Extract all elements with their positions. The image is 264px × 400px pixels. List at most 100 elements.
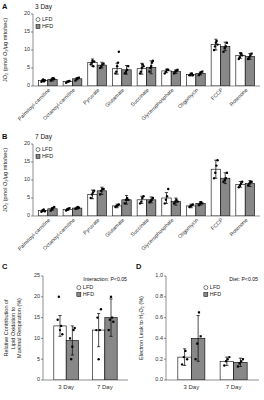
x-tick-label: 3 Day bbox=[184, 384, 200, 390]
panel-label: D bbox=[136, 262, 142, 271]
dot bbox=[251, 53, 253, 55]
bar bbox=[236, 55, 245, 86]
dot bbox=[93, 190, 95, 192]
bar bbox=[171, 72, 180, 86]
x-tick-label: FCCP bbox=[210, 216, 225, 231]
dot bbox=[240, 360, 242, 362]
dot bbox=[116, 65, 118, 67]
bar bbox=[221, 46, 230, 86]
panel-label: B bbox=[2, 132, 8, 141]
y-tick-label: 0.8 bbox=[155, 293, 163, 299]
bar bbox=[112, 69, 121, 86]
x-tick-label: Succinate bbox=[129, 217, 150, 238]
dot bbox=[126, 69, 128, 71]
dot bbox=[140, 70, 142, 72]
y-axis-label: JO₂ (pmol O₂/μg mito/sec) bbox=[2, 148, 8, 212]
dot bbox=[127, 65, 129, 67]
bar bbox=[236, 184, 245, 216]
dot bbox=[215, 40, 217, 42]
dot bbox=[109, 319, 111, 321]
dot bbox=[242, 358, 244, 360]
legend: LFDHFD bbox=[36, 16, 53, 29]
bar bbox=[112, 206, 121, 216]
x-tick-label: Pyruvate bbox=[82, 87, 101, 106]
error-line bbox=[166, 193, 167, 204]
legend-label: LFD bbox=[210, 284, 220, 290]
legend-label: LFD bbox=[42, 146, 52, 152]
y-tick-label: 5 bbox=[27, 64, 30, 70]
dot bbox=[213, 49, 215, 51]
dot bbox=[69, 337, 71, 339]
y-tick-label: 0 bbox=[37, 376, 40, 382]
error-cap bbox=[150, 73, 153, 74]
y-tick-label: 20 bbox=[34, 293, 40, 299]
bar bbox=[66, 340, 78, 380]
y-axis-label: Relative Contribution ofLipid Oxidation … bbox=[3, 298, 22, 358]
x-axis bbox=[33, 86, 260, 87]
bar bbox=[221, 178, 230, 216]
legend-marker bbox=[77, 293, 81, 297]
dot bbox=[192, 74, 194, 76]
y-tick-label: 10 bbox=[34, 335, 40, 341]
dot bbox=[225, 177, 227, 179]
x-tick-label: Glutamate bbox=[104, 217, 126, 239]
x-tick-label: Glycerophosphate bbox=[140, 217, 175, 252]
bar bbox=[38, 81, 47, 86]
dot bbox=[108, 329, 110, 331]
dot bbox=[127, 199, 129, 201]
error-cap bbox=[58, 315, 61, 316]
x-tick-label: 7 Day bbox=[226, 384, 242, 390]
dot bbox=[183, 356, 185, 358]
annotation: Interaction: P<0.05 bbox=[83, 276, 127, 282]
legend-marker bbox=[36, 148, 40, 152]
x-tick-label: 7 Day bbox=[97, 384, 113, 390]
annotation: Diet: P<0.05 bbox=[229, 276, 258, 282]
bar bbox=[186, 74, 195, 86]
error-bar bbox=[140, 63, 143, 74]
y-tick-label: 0 bbox=[27, 212, 30, 218]
legend-marker bbox=[204, 286, 208, 290]
dot bbox=[216, 159, 218, 161]
x-tick-label: Glutamate bbox=[104, 87, 126, 109]
dot bbox=[239, 52, 241, 54]
y-axis-label: JO₂ (pmol O₂/μg mito/sec) bbox=[2, 18, 8, 82]
plot-marks bbox=[54, 296, 117, 380]
dot bbox=[213, 177, 215, 179]
y-tick-label: 0.2 bbox=[155, 356, 163, 362]
y-axis bbox=[33, 14, 34, 86]
dot bbox=[192, 203, 194, 205]
error-cap bbox=[71, 355, 74, 356]
legend-marker bbox=[77, 286, 81, 290]
x-axis bbox=[33, 216, 260, 217]
legend-label: HFD bbox=[42, 153, 53, 159]
bar bbox=[122, 70, 131, 86]
y-tick-label: 10 bbox=[24, 176, 30, 182]
error-cap bbox=[165, 192, 168, 193]
dot bbox=[226, 172, 228, 174]
error-bar bbox=[116, 63, 119, 74]
dot bbox=[112, 321, 114, 323]
dot bbox=[228, 356, 230, 358]
dot bbox=[225, 360, 227, 362]
dot bbox=[181, 363, 183, 365]
dot bbox=[223, 364, 225, 366]
dot bbox=[117, 61, 119, 63]
y-axis-label-line: Lipid Oxidation to bbox=[10, 307, 16, 350]
dot bbox=[152, 60, 154, 62]
y-tick-label: 15 bbox=[34, 314, 40, 320]
error-cap bbox=[197, 361, 200, 362]
x-tick-label: Rotenone bbox=[228, 87, 249, 108]
y-tick-label: 5 bbox=[37, 356, 40, 362]
y-axis-label-line: JO₂ (pmol O₂/μg mito/sec) bbox=[2, 148, 8, 212]
y-tick-label: 0.4 bbox=[155, 335, 163, 341]
dot bbox=[115, 70, 117, 72]
bar bbox=[186, 206, 195, 216]
error-cap bbox=[71, 325, 74, 326]
legend-label: HFD bbox=[210, 291, 221, 297]
panel: C0510152025Relative Contribution ofLipid… bbox=[2, 262, 128, 390]
dot bbox=[70, 358, 72, 360]
legend-label: HFD bbox=[42, 23, 53, 29]
dot bbox=[222, 51, 224, 53]
y-tick-label: 0 bbox=[27, 82, 30, 88]
dot bbox=[167, 188, 169, 190]
